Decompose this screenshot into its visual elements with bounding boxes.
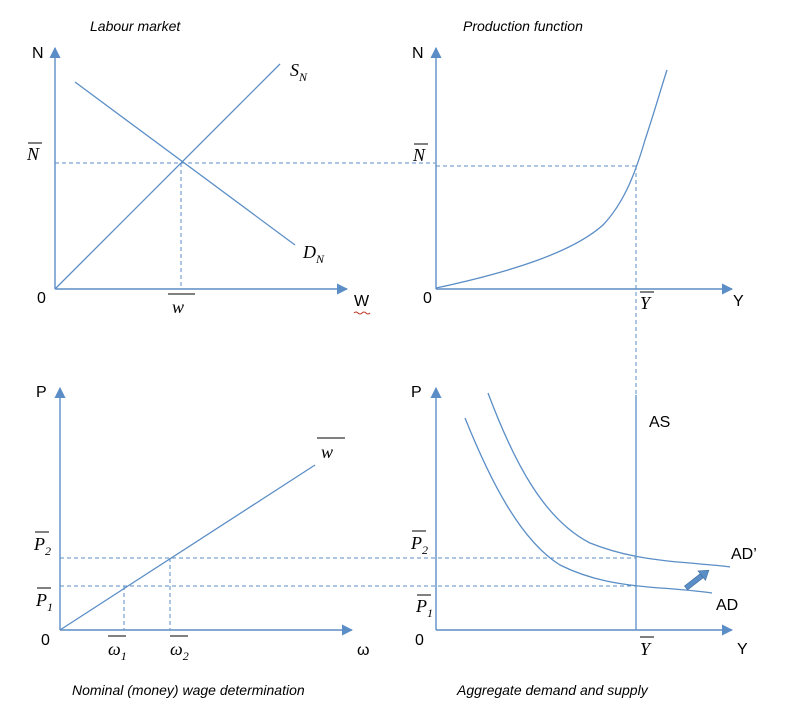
nominal-wage-title: Nominal (money) wage determination (72, 682, 305, 698)
ad-as-x-axis-label: Y (737, 641, 748, 658)
labour-w-bar-label: w (172, 297, 184, 317)
as-curve-label: AS (649, 414, 670, 431)
ad-as-p1-label: P1 (415, 596, 433, 620)
wage-y-axis-label: P (36, 384, 47, 401)
production-function-title: Production function (463, 18, 583, 34)
labour-n-bar-label: N (26, 144, 40, 164)
labour-y-axis-label: N (32, 45, 44, 62)
ad-as-y-bar-label: Y (640, 639, 652, 659)
wage-p1-label: P1 (35, 590, 53, 614)
labour-supply-curve (54, 63, 281, 290)
production-y-axis-label: N (412, 45, 424, 62)
labour-market-title: Labour market (90, 18, 181, 34)
production-origin-label: 0 (423, 290, 432, 307)
ad-curve-label: AD (716, 597, 738, 614)
shift-arrow-icon (684, 569, 710, 591)
production-function-panel: Production function N Y 0 N Y (412, 18, 744, 395)
ad-as-title: Aggregate demand and supply (456, 682, 649, 698)
ad-as-p2-label: P2 (410, 533, 428, 557)
wage-p2-label: P2 (33, 534, 51, 558)
labour-x-axis-label: W (354, 293, 370, 310)
production-function-curve (435, 69, 668, 289)
ad-as-panel: Aggregate demand and supply P Y 0 AS AD … (410, 384, 757, 698)
labour-demand-label: DN (302, 242, 325, 266)
labour-origin-label: 0 (37, 290, 46, 307)
spellcheck-squiggle (353, 311, 371, 315)
ad-curve (464, 417, 713, 594)
omega2-label: ω2 (170, 639, 189, 663)
labour-market-panel: Labour market N W 0 SN DN N w (26, 18, 435, 317)
wage-x-axis-label: ω (357, 642, 370, 659)
wage-line-label: w (321, 442, 333, 462)
labour-supply-label: SN (290, 60, 308, 84)
omega1-label: ω1 (108, 639, 127, 663)
nominal-wage-panel: Nominal (money) wage determination P ω 0… (33, 384, 636, 698)
wage-origin-label: 0 (41, 632, 50, 649)
ad-prime-curve (487, 392, 731, 568)
production-n-bar-label: N (412, 145, 426, 165)
ad-prime-curve-label: AD’ (731, 546, 757, 563)
production-x-axis-label: Y (733, 293, 744, 310)
ad-as-origin-label: 0 (415, 632, 424, 649)
wage-bar-line (59, 464, 316, 631)
production-y-bar-label: Y (640, 293, 652, 313)
ad-as-y-axis-label: P (411, 384, 422, 401)
